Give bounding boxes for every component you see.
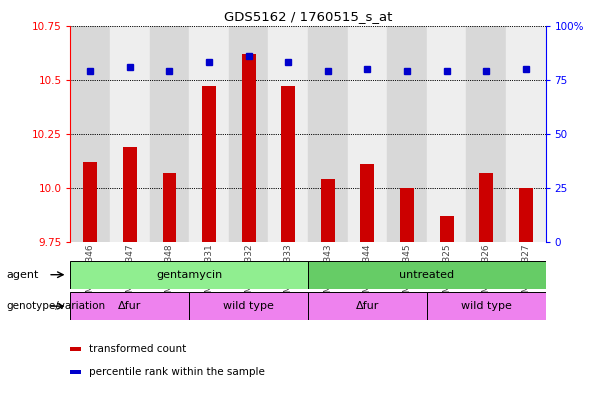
Bar bbox=[387, 26, 427, 242]
Bar bbox=[110, 26, 150, 242]
Text: agent: agent bbox=[6, 270, 39, 280]
Bar bbox=[189, 26, 229, 242]
Bar bbox=[400, 187, 414, 242]
Text: Δfur: Δfur bbox=[356, 301, 379, 311]
Bar bbox=[466, 26, 506, 242]
Text: genotype/variation: genotype/variation bbox=[6, 301, 105, 311]
Bar bbox=[427, 26, 466, 242]
Text: untreated: untreated bbox=[399, 270, 454, 280]
Bar bbox=[242, 54, 256, 242]
Bar bbox=[189, 292, 308, 320]
Bar bbox=[308, 261, 546, 289]
Text: gentamycin: gentamycin bbox=[156, 270, 223, 280]
Bar bbox=[348, 26, 387, 242]
Bar bbox=[83, 162, 97, 242]
Bar bbox=[427, 292, 546, 320]
Bar bbox=[150, 26, 189, 242]
Bar bbox=[70, 370, 82, 374]
Bar bbox=[321, 179, 335, 242]
Text: percentile rank within the sample: percentile rank within the sample bbox=[89, 367, 265, 377]
Bar bbox=[202, 86, 216, 242]
Bar bbox=[506, 26, 546, 242]
Bar bbox=[123, 147, 137, 242]
Bar bbox=[70, 347, 82, 351]
Text: transformed count: transformed count bbox=[89, 344, 186, 354]
Bar bbox=[229, 26, 268, 242]
Bar bbox=[268, 26, 308, 242]
Text: wild type: wild type bbox=[461, 301, 512, 311]
Bar bbox=[281, 86, 295, 242]
Bar bbox=[70, 292, 189, 320]
Title: GDS5162 / 1760515_s_at: GDS5162 / 1760515_s_at bbox=[224, 10, 392, 23]
Bar bbox=[519, 187, 533, 242]
Bar bbox=[360, 164, 375, 242]
Bar bbox=[70, 26, 110, 242]
Bar bbox=[70, 261, 308, 289]
Bar bbox=[308, 26, 348, 242]
Bar bbox=[162, 173, 177, 242]
Text: wild type: wild type bbox=[223, 301, 274, 311]
Bar bbox=[440, 216, 454, 242]
Bar bbox=[308, 292, 427, 320]
Bar bbox=[479, 173, 493, 242]
Text: Δfur: Δfur bbox=[118, 301, 142, 311]
